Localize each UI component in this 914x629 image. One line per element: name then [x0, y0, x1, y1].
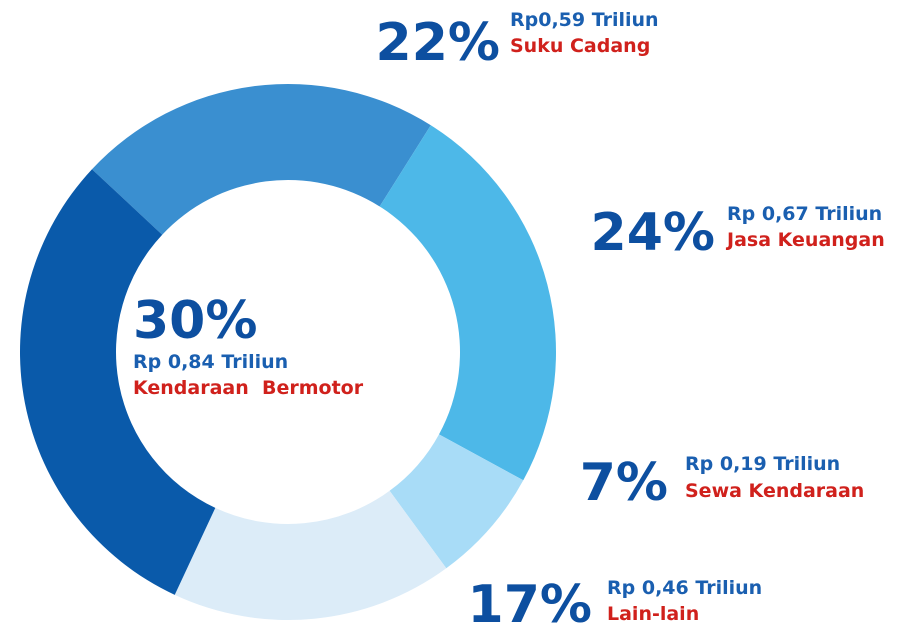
donut-segment: [19, 169, 216, 595]
category-label: Kendaraan Bermotor: [133, 377, 364, 399]
category-label: Jasa Keuangan: [725, 229, 885, 251]
value-label: 7%: [580, 453, 668, 513]
donut-segment: [174, 490, 447, 620]
value-label: 24%: [591, 203, 715, 263]
value-label: 30%: [133, 291, 257, 351]
amount-label: Rp 0,67 Triliun: [727, 203, 882, 225]
amount-label: Rp0,59 Triliun: [510, 9, 659, 31]
donut-segment: [389, 434, 524, 569]
category-label: Lain-lain: [607, 603, 699, 625]
donut-segment: [379, 125, 556, 481]
value-label: 17%: [468, 575, 592, 629]
value-label: 22%: [376, 13, 500, 73]
amount-label: Rp 0,19 Triliun: [685, 453, 840, 475]
category-label: Sewa Kendaraan: [685, 480, 864, 502]
category-label: Suku Cadang: [510, 35, 650, 57]
amount-label: Rp 0,46 Triliun: [607, 577, 762, 599]
donut-segment: [91, 83, 431, 235]
amount-label: Rp 0,84 Triliun: [133, 351, 288, 373]
